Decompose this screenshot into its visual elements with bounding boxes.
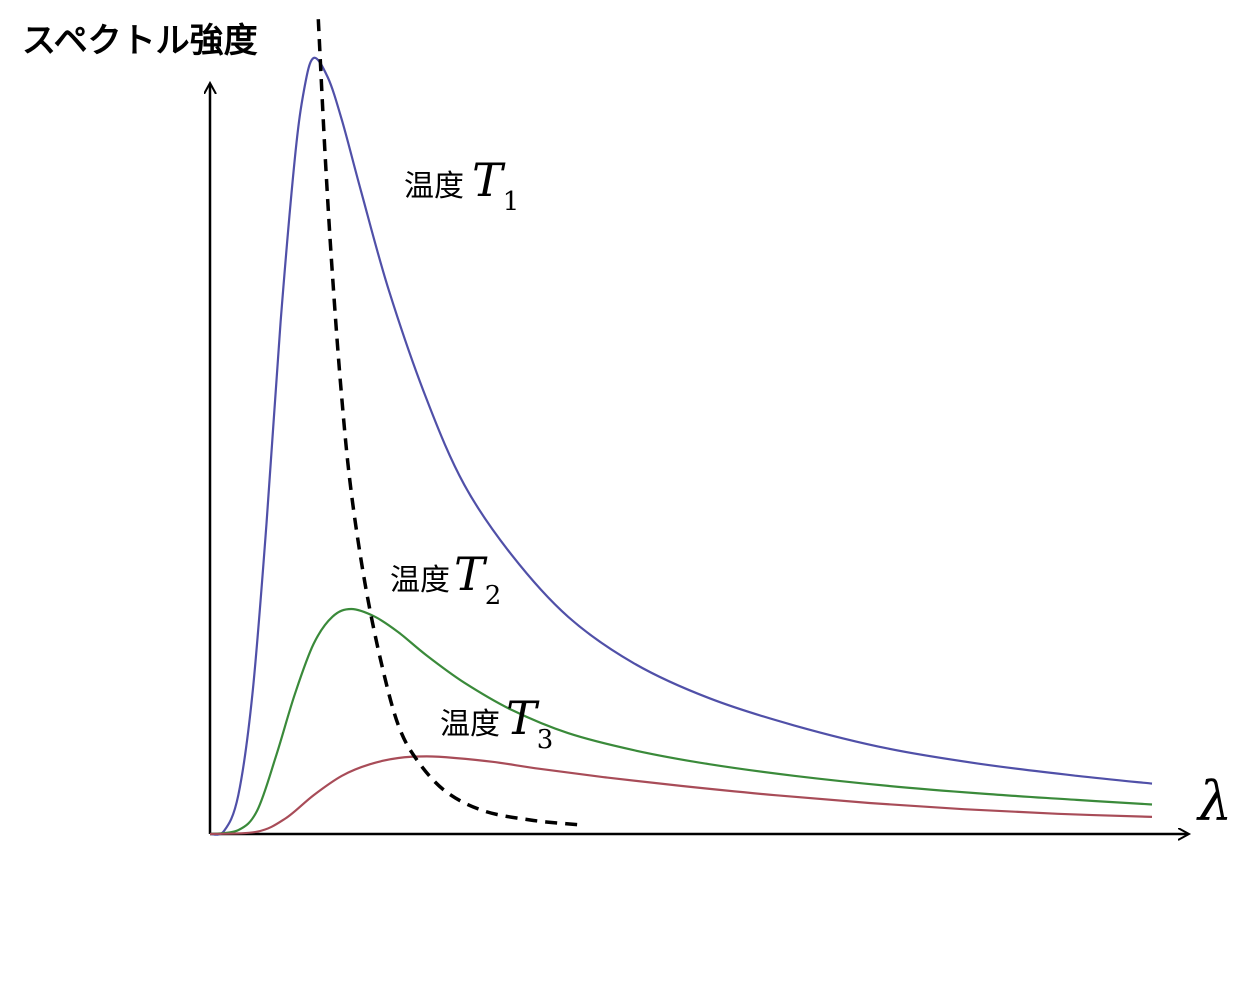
- series-label-subscript: 2: [485, 581, 502, 611]
- series-label-subscript: 3: [537, 725, 554, 755]
- series-line-t2: [209, 607, 1153, 836]
- series-label-t2: 温度T2: [390, 547, 501, 611]
- y-axis-label: スペクトル強度: [22, 21, 258, 61]
- series-group: [209, 56, 1153, 836]
- series-label-t1: 温度 T1: [404, 153, 519, 217]
- series-label-t3: 温度 T3: [440, 691, 553, 755]
- series-label-prefix: 温度: [404, 169, 464, 204]
- series-label-prefix: 温度: [390, 563, 450, 598]
- peak-locus-line: [316, 19, 578, 827]
- series-label-symbol: T: [454, 547, 488, 601]
- series-label-subscript: 1: [503, 187, 520, 217]
- series-label-prefix: 温度: [440, 707, 500, 742]
- series-label-symbol: T: [506, 691, 540, 745]
- series-line-t3: [209, 755, 1153, 836]
- x-axis-label: λ: [1196, 770, 1232, 833]
- svg-text:温度T2: 温度T2: [390, 547, 501, 611]
- series-label-symbol: T: [472, 153, 506, 207]
- axes: [210, 84, 1188, 834]
- series-line-t1: [209, 56, 1153, 836]
